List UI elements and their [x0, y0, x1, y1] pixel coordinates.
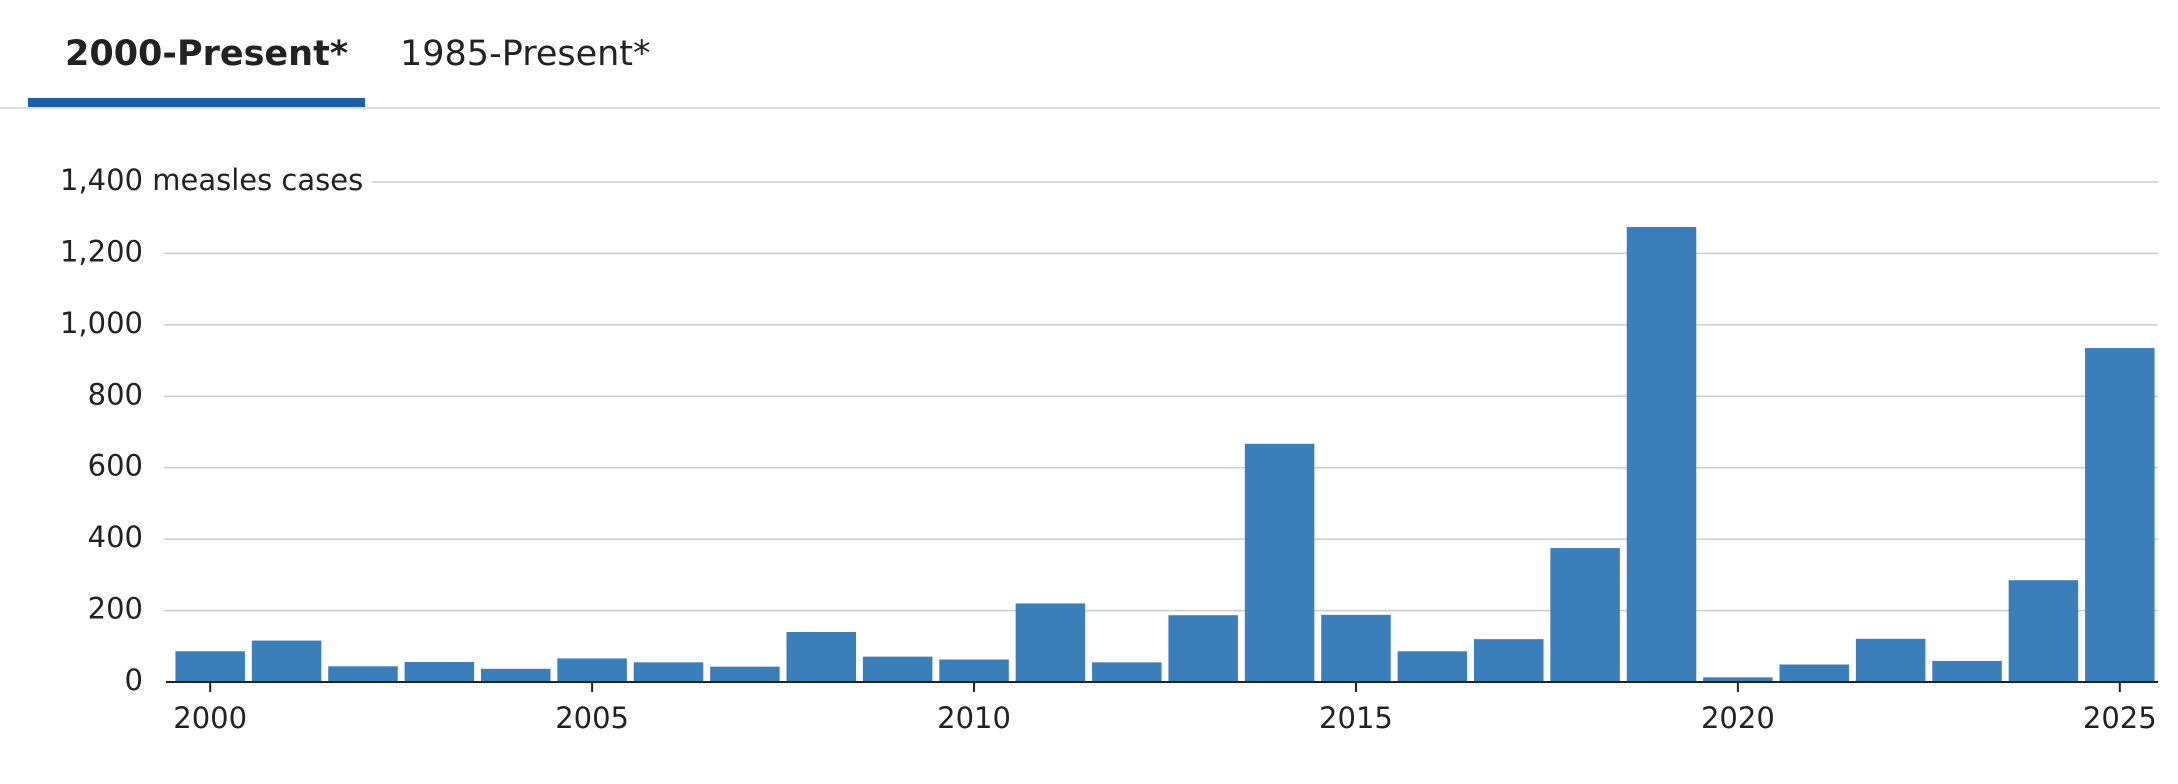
bar — [1321, 614, 1391, 682]
bar — [633, 662, 704, 682]
y-tick-label: 1,000 — [60, 306, 143, 340]
bar — [2008, 580, 2079, 682]
y-tick-label: 200 — [88, 592, 143, 626]
x-tick-label: 2005 — [555, 701, 629, 735]
tab[interactable]: 2000-Present* — [65, 34, 348, 74]
x-tick-label: 2015 — [1319, 701, 1393, 735]
x-tick-label: 2000 — [173, 701, 247, 735]
bar — [1168, 615, 1238, 682]
bar — [1397, 651, 1468, 682]
bar — [1855, 638, 1926, 682]
bar — [480, 668, 551, 682]
y-tick-label: 0 — [125, 663, 143, 697]
bar — [710, 666, 780, 682]
bar — [1550, 548, 1620, 682]
bar — [1092, 662, 1162, 682]
bar — [1015, 603, 1086, 682]
x-tick-label: 2010 — [937, 701, 1011, 735]
bar — [175, 651, 245, 682]
bar — [862, 656, 933, 682]
tab[interactable]: 1985-Present* — [400, 34, 651, 74]
y-tick-label: 1,400 measles cases — [60, 163, 363, 197]
bar — [404, 662, 475, 682]
y-tick-label: 800 — [88, 377, 143, 411]
bar — [1473, 639, 1544, 682]
bar — [1626, 227, 1697, 682]
bar — [251, 640, 322, 682]
bar — [1703, 677, 1773, 682]
active-tab-underline — [28, 98, 365, 107]
bar — [328, 666, 398, 682]
x-tick-label: 2025 — [2083, 701, 2157, 735]
bar — [1779, 664, 1850, 682]
bar — [1244, 443, 1315, 682]
bar — [786, 632, 857, 682]
bar — [1932, 660, 2002, 682]
bar — [557, 658, 627, 682]
y-tick-label: 1,200 — [60, 234, 143, 268]
y-tick-label: 600 — [88, 449, 143, 483]
y-tick-label: 400 — [88, 520, 143, 554]
bar — [2085, 348, 2155, 682]
x-tick-label: 2020 — [1701, 701, 1775, 735]
bar — [939, 659, 1009, 682]
